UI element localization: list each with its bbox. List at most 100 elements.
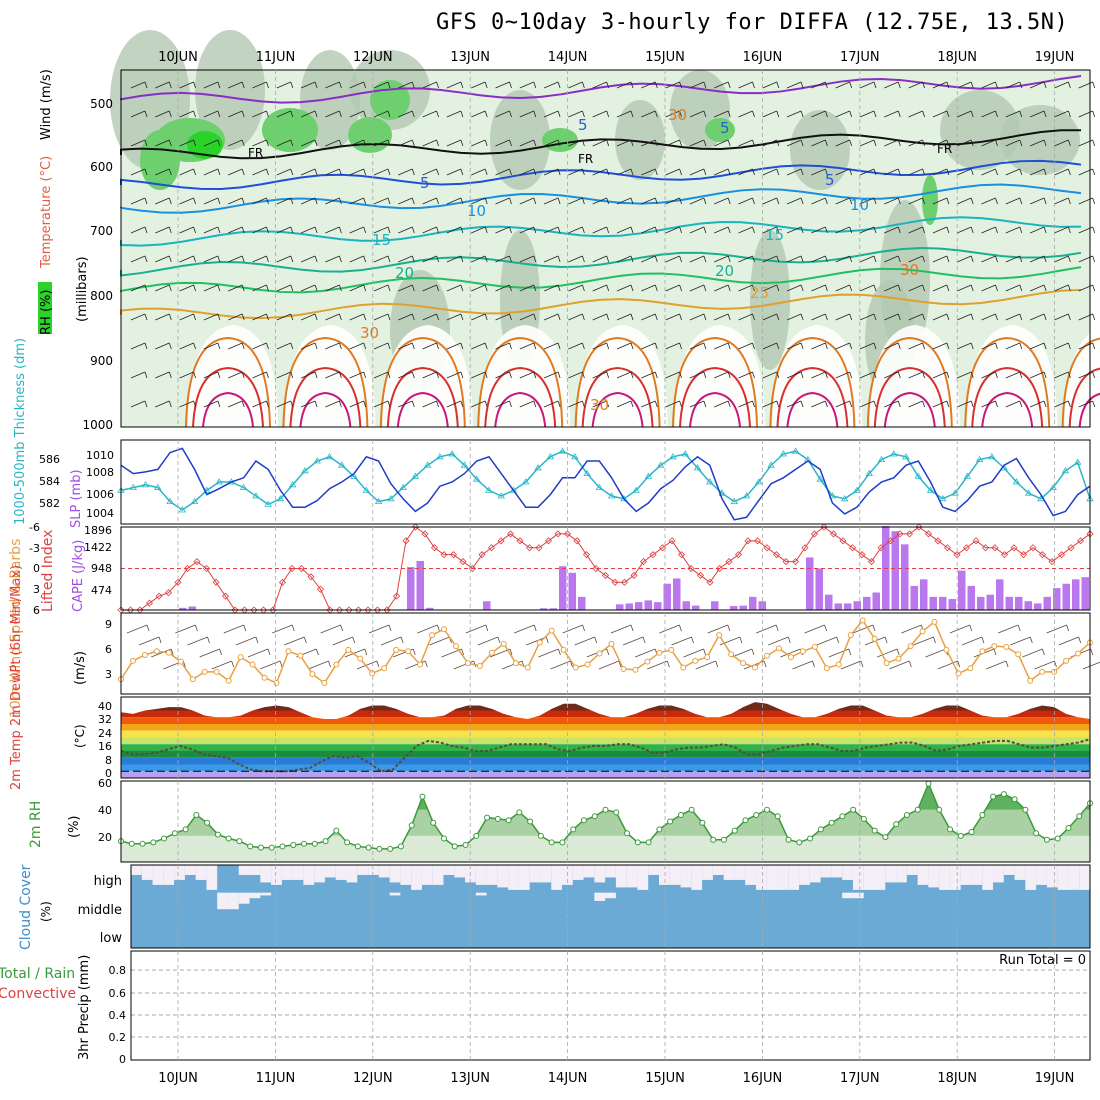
cloud-high-clear — [842, 865, 853, 880]
wind-barb — [1029, 81, 1047, 89]
wind-barb — [738, 313, 755, 321]
wind-barb — [228, 81, 245, 89]
pressure-tick-label: 1000 — [82, 418, 113, 432]
wind-axis-label: Wind (m/s) — [39, 69, 54, 140]
wind10-speed-line-point — [991, 643, 998, 650]
isotherm-30-loop — [672, 336, 758, 428]
wind-barb — [130, 139, 148, 147]
wind-barb — [762, 110, 780, 118]
isotherm-35-loop — [581, 366, 654, 428]
lifted-index-point — [668, 537, 676, 545]
bottom-date-label: 11JUN — [256, 1071, 296, 1086]
thickness-line-point — [473, 475, 481, 482]
wind-barb — [398, 400, 415, 408]
cloud-high-clear — [443, 865, 455, 875]
cloud-high-clear — [486, 865, 498, 885]
wind-barb — [398, 371, 415, 379]
rh2m-line-point — [667, 818, 674, 825]
wind10-speed-line-point — [787, 654, 794, 661]
lifted-index-point — [934, 537, 942, 545]
wind10-speed-line-point — [692, 657, 699, 664]
wind-barb — [786, 168, 804, 176]
rh-high-fill — [370, 80, 410, 120]
wind-barb — [252, 226, 269, 234]
cloud-high-clear — [712, 865, 724, 875]
rh2m-line-point — [128, 840, 135, 847]
precip-tick: 0.6 — [109, 987, 127, 1000]
lifted-index-point — [307, 573, 315, 581]
panel-frame — [130, 864, 1091, 949]
wind10-speed-line-point — [464, 660, 471, 667]
cloud-axis-label: Cloud Cover — [18, 864, 34, 950]
isotherm-line — [120, 129, 1082, 160]
rh2m-line-point — [957, 832, 964, 839]
cloud-high-clear — [852, 865, 864, 890]
lifted-index-point — [677, 551, 686, 559]
wind-barb — [495, 284, 512, 292]
wind-barb — [130, 226, 148, 234]
rh2m-line-point — [656, 826, 663, 833]
rh2m-line-point — [365, 844, 372, 851]
rh2m-line-point — [333, 827, 340, 834]
isotherm-35-loop — [192, 366, 264, 428]
wind10-barb — [998, 624, 1021, 634]
wind-barb — [981, 400, 998, 408]
wind-barb — [957, 81, 974, 89]
wind10-speed-line-point — [548, 627, 555, 634]
wind-barb — [689, 81, 707, 89]
cloud-high-clear — [432, 865, 444, 885]
wind10-speed-line-point — [632, 666, 639, 673]
wind-barb — [398, 342, 415, 350]
wind-barb — [1054, 226, 1071, 234]
thickness-line-point — [620, 495, 628, 502]
wind10-speed-line-point — [189, 676, 196, 683]
cape-bar — [958, 570, 966, 610]
cape-bar — [730, 606, 738, 610]
isotherm-40-loop — [494, 391, 547, 428]
isotherm-line — [120, 183, 1082, 214]
lifted-index-point — [1057, 551, 1066, 559]
wind10-barb — [1058, 636, 1082, 646]
wind10-speed-line-point — [1063, 657, 1070, 664]
wind-barb — [543, 371, 561, 379]
rh-axis-label: RH (%) — [39, 290, 54, 335]
temp-band — [121, 702, 1090, 711]
wind10-barb — [223, 624, 247, 634]
wind10-tick: 9 — [105, 618, 112, 631]
wind-barb — [1054, 110, 1071, 118]
wind-barb — [349, 313, 367, 321]
rh2m-line-point — [387, 845, 394, 852]
wind10-speed-line-point — [153, 648, 160, 655]
wind-barb — [1005, 168, 1023, 176]
rh2m-line-point — [742, 817, 749, 824]
lifted-index-point — [601, 571, 610, 579]
wind-barb — [714, 313, 731, 321]
wind-barb — [179, 168, 196, 176]
cape-bar — [1081, 577, 1089, 610]
wind10-speed-line-point — [943, 646, 950, 653]
wind-barb — [325, 110, 342, 118]
rh2m-line-point — [914, 806, 921, 813]
wind-barb — [179, 284, 196, 292]
wind-barb — [252, 284, 269, 292]
wind-barb — [908, 284, 925, 292]
precip-tick: 0.8 — [109, 964, 127, 977]
wind-barb — [471, 313, 488, 321]
cloud-high-clear — [874, 865, 886, 890]
wind10-barb — [284, 636, 307, 646]
lifted-index-point — [706, 578, 714, 586]
cape-bar — [559, 566, 567, 610]
wind10-speed-line-point — [369, 670, 376, 677]
wind-barb — [762, 168, 780, 176]
lifted-index-point — [202, 564, 211, 573]
rh2m-line-point — [613, 809, 620, 816]
cape-bar — [834, 603, 842, 610]
wind-barb — [1029, 313, 1047, 321]
cloud-high-clear — [292, 865, 304, 880]
cloud-high-clear — [777, 865, 789, 890]
lifted-index-point — [734, 551, 743, 559]
cape-bar — [682, 601, 690, 610]
thickness-line-point — [583, 469, 591, 476]
lifted-index-point — [801, 544, 809, 552]
